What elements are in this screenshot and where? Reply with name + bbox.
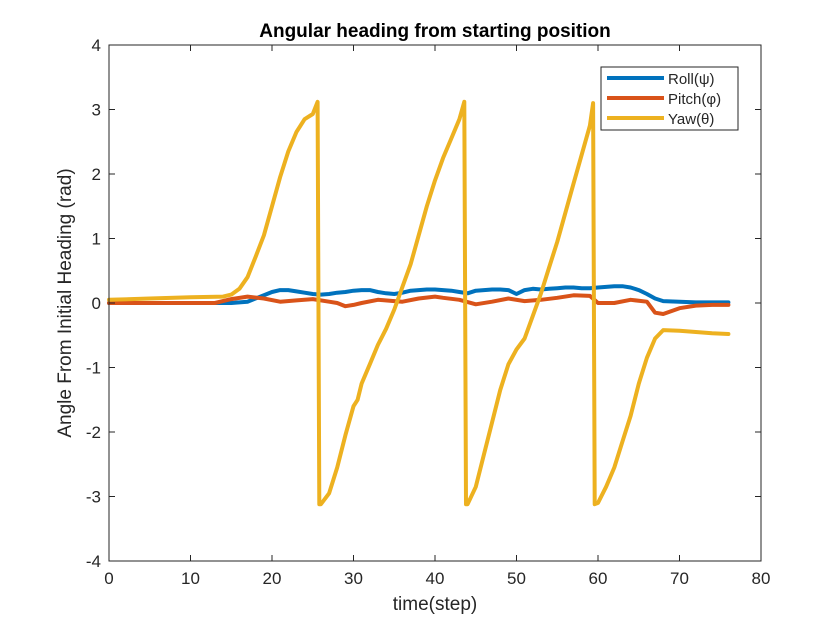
axes-layer: 0 10 20 30 40 50 60 70 80 -4 -3 -2 -1 0 1 2 3 4 <box>86 36 771 588</box>
legend-label: Pitch(φ) <box>668 91 721 108</box>
y-tick-label: -1 <box>86 359 101 378</box>
y-axis-label: Angle From Initial Heading (rad) <box>55 168 76 437</box>
legend-label: Roll(ψ) <box>668 71 715 88</box>
y-tick-label: 0 <box>92 294 101 313</box>
series-line-0 <box>107 284 731 305</box>
x-tick-label: 40 <box>426 569 445 588</box>
x-tick-label: 0 <box>104 569 113 588</box>
x-tick-label: 10 <box>181 569 200 588</box>
y-tick-label: 2 <box>92 165 101 184</box>
y-tick-label: -4 <box>86 552 101 571</box>
x-tick-label: 20 <box>263 569 282 588</box>
series-line-1 <box>107 293 731 316</box>
x-tick-label: 70 <box>670 569 689 588</box>
x-tick-label: 50 <box>507 569 526 588</box>
y-tick-label: 1 <box>92 230 101 249</box>
x-tick-label: 30 <box>344 569 363 588</box>
x-tick-label: 80 <box>752 569 771 588</box>
x-axis-label: time(step) <box>393 594 477 615</box>
legend: Roll(ψ) Pitch(φ) Yaw(θ) <box>600 66 739 131</box>
chart-title: Angular heading from starting position <box>259 21 611 42</box>
series-line-2 <box>107 99 731 507</box>
legend-label: Yaw(θ) <box>668 111 714 128</box>
series-layer <box>107 99 731 507</box>
y-tick-label: 3 <box>92 101 101 120</box>
y-tick-label: 4 <box>92 36 101 55</box>
y-tick-label: -2 <box>86 423 101 442</box>
x-tick-label: 60 <box>589 569 608 588</box>
y-tick-label: -3 <box>86 488 101 507</box>
